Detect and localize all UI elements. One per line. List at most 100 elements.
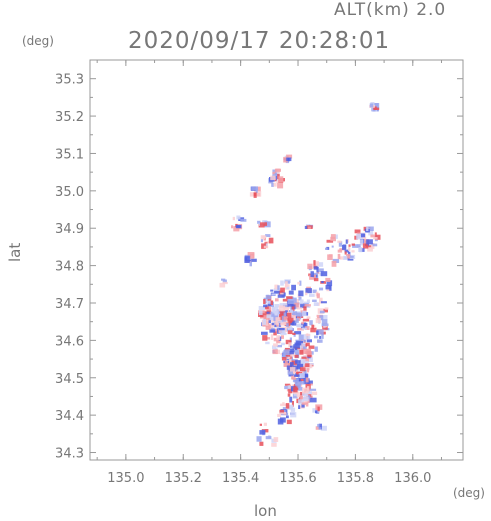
x-tick-label: 135.6 — [279, 471, 316, 486]
echo-point — [343, 255, 348, 260]
echo-point — [263, 245, 269, 249]
y-tick-label: 34.8 — [55, 260, 84, 275]
echo-point — [294, 354, 299, 358]
echo-point — [295, 387, 303, 391]
echo-point — [289, 309, 294, 313]
echo-point — [288, 388, 292, 394]
echo-point — [315, 426, 321, 430]
echo-point — [375, 234, 381, 240]
echo-point — [285, 339, 292, 345]
echo-point — [258, 310, 263, 315]
echo-point — [288, 342, 292, 348]
echo-point — [233, 226, 240, 232]
echo-point — [222, 281, 228, 285]
echo-point — [321, 281, 324, 284]
echo-point — [272, 307, 275, 312]
echo-point — [327, 254, 333, 260]
echo-point — [325, 285, 331, 290]
echo-point — [284, 385, 289, 390]
x-tick-label: 135.4 — [222, 471, 259, 486]
echo-point — [291, 375, 296, 379]
echo-point — [302, 392, 307, 396]
echo-point — [249, 192, 255, 197]
echo-point — [259, 441, 264, 446]
echo-point — [298, 373, 305, 378]
echo-point — [297, 327, 304, 331]
echo-point — [291, 311, 298, 316]
echo-point — [317, 423, 320, 428]
echo-point — [307, 263, 313, 270]
echo-point — [281, 357, 287, 361]
x-axis-label: lon — [254, 502, 277, 520]
echo-point — [270, 289, 274, 292]
echo-point — [286, 312, 292, 319]
echo-point — [272, 306, 279, 311]
echo-point — [283, 316, 289, 321]
echo-point — [303, 306, 307, 311]
echo-point — [291, 360, 297, 366]
echo-point — [281, 342, 285, 346]
echo-point — [361, 233, 366, 238]
echo-point — [289, 351, 294, 355]
echo-point — [373, 237, 378, 240]
echo-point — [290, 407, 296, 412]
echo-point — [265, 294, 272, 300]
echo-point — [221, 278, 226, 281]
echo-point — [319, 315, 324, 321]
echo-point — [280, 403, 287, 407]
echo-point — [280, 280, 284, 286]
echo-point — [286, 419, 292, 425]
echo-point — [362, 243, 369, 249]
echo-point — [351, 250, 355, 253]
echo-point — [292, 332, 296, 335]
x-tick-label: 135.8 — [337, 471, 374, 486]
echo-point — [292, 391, 299, 395]
echo-point — [366, 245, 373, 248]
echo-point — [219, 282, 226, 288]
echo-point — [374, 232, 377, 236]
echo-point — [309, 397, 317, 403]
echo-point — [269, 314, 274, 321]
echo-point — [299, 349, 304, 355]
echo-point — [273, 343, 278, 347]
echo-point — [303, 396, 309, 402]
echo-point — [310, 383, 313, 386]
y-axis-unit: (deg) — [22, 34, 54, 48]
echo-point — [277, 418, 284, 425]
echo-point — [284, 383, 291, 386]
echo-point — [274, 290, 280, 294]
y-tick-label: 35.1 — [55, 147, 84, 162]
echo-point — [359, 247, 363, 253]
echo-point — [321, 319, 328, 325]
echo-point — [270, 300, 273, 306]
echo-point — [292, 370, 296, 375]
echo-point — [290, 352, 295, 357]
echo-point — [313, 260, 316, 266]
echo-point — [286, 308, 289, 314]
echo-point — [280, 322, 284, 326]
echo-point — [280, 333, 287, 336]
echo-point — [285, 403, 290, 409]
echo-point — [294, 342, 302, 346]
echo-point — [304, 361, 309, 364]
echo-point — [311, 324, 315, 330]
echo-point — [261, 243, 266, 249]
echo-point — [339, 256, 344, 260]
echo-point — [274, 284, 279, 290]
echo-point — [236, 224, 242, 229]
x-axis-unit: (deg) — [453, 486, 485, 500]
echo-point — [289, 367, 296, 372]
echo-point — [356, 233, 363, 240]
echo-point — [293, 302, 300, 308]
x-tick-label: 136.0 — [394, 471, 431, 486]
echo-point — [288, 358, 292, 363]
echo-point — [274, 318, 280, 325]
y-tick-label: 34.9 — [55, 222, 84, 237]
echo-point — [287, 385, 291, 389]
echo-point — [284, 360, 288, 365]
y-tick-label: 35.3 — [55, 73, 84, 88]
echo-point — [302, 357, 309, 363]
echo-point — [279, 328, 286, 334]
echo-point — [269, 329, 276, 333]
